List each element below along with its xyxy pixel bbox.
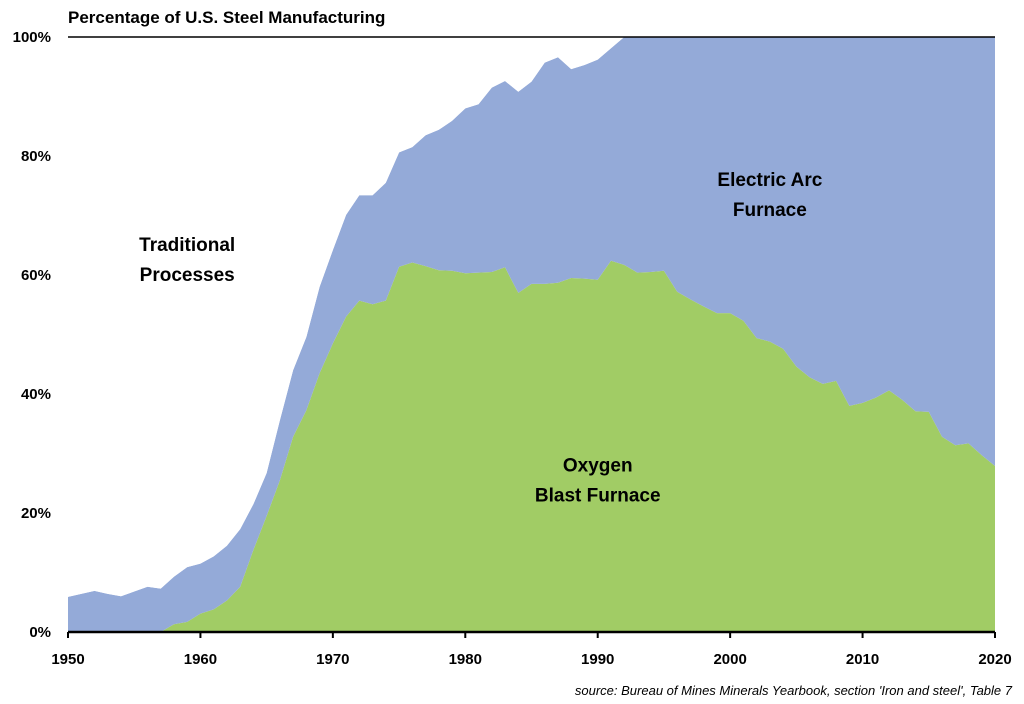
area-label-traditional: Traditional Processes [139, 235, 235, 286]
axes: 1950 1960 1970 1980 1990 2000 2010 2020 0% 20% 40%… [13, 29, 1012, 668]
area-oxygen-blast-furnace [68, 260, 995, 632]
y-tick-label: 60% [21, 267, 51, 284]
x-tick-label: 2000 [713, 651, 746, 668]
x-tick-label: 1990 [581, 651, 614, 668]
x-tick-label: 1980 [449, 651, 482, 668]
y-tick-label: 80% [21, 148, 51, 165]
x-tick-label: 1960 [184, 651, 217, 668]
area-electric-arc-furnace [68, 37, 995, 632]
area-traditional-processes [68, 37, 995, 597]
chart-title: Percentage of U.S. Steel Manufacturing [68, 8, 385, 27]
y-tick-label: 40% [21, 386, 51, 403]
y-tick-label: 100% [13, 29, 51, 46]
x-tick-label: 2010 [846, 651, 879, 668]
source-note: source: Bureau of Mines Minerals Yearboo… [575, 683, 1013, 698]
y-tick-label: 20% [21, 505, 51, 522]
area-label-obf: Oxygen Blast Furnace [535, 455, 661, 506]
x-tick-label: 1970 [316, 651, 349, 668]
x-tick-label: 2020 [978, 651, 1011, 668]
area-labels: Traditional Processes Electric Arc Furnace O… [139, 170, 823, 507]
area-label-eaf: Electric Arc Furnace [717, 170, 822, 221]
y-tick-label: 0% [29, 624, 51, 641]
plot-areas [68, 37, 995, 632]
x-tick-label: 1950 [51, 651, 84, 668]
